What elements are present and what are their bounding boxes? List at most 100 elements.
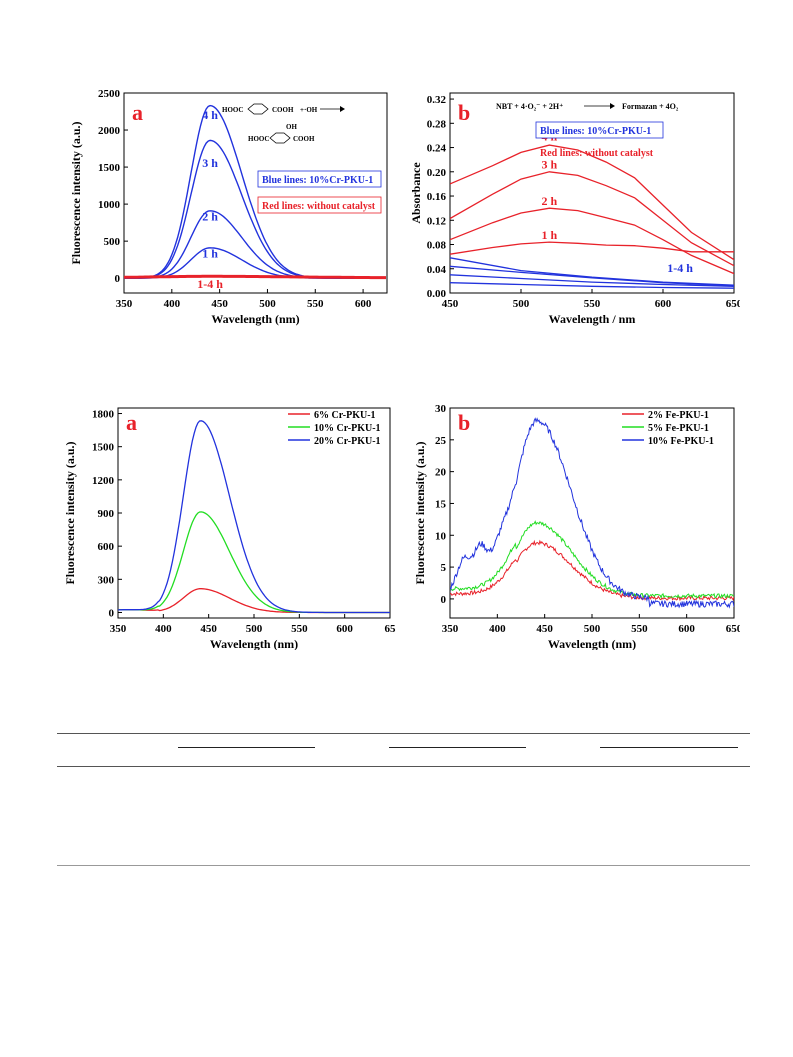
time-label-1h: 1 h: [202, 246, 218, 260]
table-header-rule: [57, 766, 750, 767]
fluorescence-chart-cr: 350 400 450 500 550 600 6503006009001200150018…: [63, 407, 397, 651]
y-tick-label: 0.20: [427, 167, 447, 179]
y-tick-label: 300: [98, 574, 115, 586]
reagent-oh: +·OH: [300, 106, 318, 114]
table-subheader-rule-3: [600, 747, 738, 748]
series-group: [450, 144, 734, 289]
y-tick-label: 0.04: [427, 264, 447, 276]
y-tick-label: 1800: [92, 409, 115, 421]
series-line: [450, 241, 734, 255]
x-tick-label: 650: [726, 623, 740, 635]
y-tick-label: 5: [441, 562, 447, 574]
series-line: [124, 104, 386, 279]
y-tick-label: 0: [109, 607, 115, 619]
x-tick-label: 600: [336, 623, 353, 635]
x-tick-label: 650: [726, 298, 740, 310]
legend-box-blue: [535, 121, 664, 139]
series-line: [450, 417, 734, 609]
series-line: [118, 420, 390, 614]
x-axis-label: Wavelength (nm): [210, 637, 298, 650]
x-tick-label: 500: [246, 623, 263, 635]
time-label-3h: 3 h: [542, 158, 558, 172]
figure-top-right: 450 500 550 600 650 0.00 0.04 0.08 0.12 0.16 0.20 0…: [409, 85, 743, 335]
x-tick-label: 350: [442, 623, 459, 635]
legend-label: 10% Cr-PKU-1: [314, 423, 381, 434]
legend-label: 20% Cr-PKU-1: [314, 436, 381, 447]
y-tick-label: 2500: [98, 88, 121, 100]
y-tick-label: 500: [104, 236, 121, 248]
y-tick-label: 0: [115, 273, 121, 285]
x-tick-label: 550: [631, 623, 648, 635]
y-tick-label: 2000: [98, 125, 121, 137]
reaction-product: Formazan + 4O₂: [622, 102, 679, 111]
series-group: [124, 104, 386, 280]
x-tick-label: 450: [442, 298, 459, 310]
y-tick-label: 1500: [98, 162, 121, 174]
y-tick-label: 1500: [92, 442, 115, 454]
y-tick-label: 10: [435, 530, 447, 542]
y-tick-label: 0: [441, 594, 447, 606]
x-axis-label: Wavelength (nm): [548, 637, 636, 650]
y-tick-label: 0.24: [427, 143, 447, 155]
x-axis-label: Wavelength / nm: [549, 312, 636, 326]
series-line: [450, 282, 734, 289]
table-top-rule: [57, 733, 750, 734]
table-subheader-rule-2: [389, 747, 526, 748]
product-oh: OH: [286, 123, 297, 131]
x-tick-label: 400: [489, 623, 506, 635]
y-tick-label: 25: [435, 435, 447, 447]
y-tick-label: 0.28: [427, 118, 447, 130]
series-line: [450, 265, 734, 287]
y-tick-label: 900: [98, 508, 115, 520]
time-label-3h: 3 h: [202, 156, 218, 170]
reactant-cooh-left: HOOC: [222, 106, 243, 114]
product-hooc: HOOC: [248, 135, 269, 143]
y-tick-label: 0.12: [427, 215, 447, 227]
legend-label: 10% Fe-PKU-1: [648, 436, 714, 447]
y-axis-label: Fluorescence intensity (a.u.): [63, 441, 77, 584]
x-tick-label: 600: [655, 298, 672, 310]
fluorescence-chart-fe: 350 400 450 500 550 600 650 0 5 10 15 20 25 30 Wavelen…: [413, 403, 743, 651]
table-subheader-rule-1: [178, 747, 315, 748]
panel-letter: b: [458, 410, 470, 435]
y-axis-label: Fluorescence intensity (a.u.): [69, 121, 83, 264]
series-group: [118, 420, 390, 614]
series-line: [450, 144, 734, 261]
legend-blue-lines: Blue lines: 10%Cr-PKU-1: [262, 175, 373, 186]
arrow-head-icon: [610, 103, 615, 109]
legend-box-red: [257, 196, 382, 214]
y-tick-label: 0.32: [427, 94, 447, 106]
y-tick-label: 0.08: [427, 240, 447, 252]
time-label-2h: 2 h: [202, 209, 218, 223]
blue-time-label: 1-4 h: [667, 261, 693, 275]
plot-frame: [123, 92, 388, 294]
red-time-label: 1-4 h: [197, 277, 223, 291]
y-tick-label: 30: [435, 403, 447, 415]
series-group: [450, 417, 734, 609]
fluorescence-chart-time: 350 400 450 500 550 600 0 500 1000 1500 2000 2500 Wa…: [69, 88, 388, 326]
x-tick-label: 400: [155, 623, 172, 635]
time-label-4h: 4 h: [202, 108, 218, 122]
x-tick-label: 600: [355, 298, 372, 310]
series-line: [118, 511, 390, 614]
x-tick-label: 350: [110, 623, 127, 635]
y-tick-label: 1000: [98, 199, 121, 211]
table-bottom-rule: [57, 865, 750, 866]
x-tick-label: 65: [385, 623, 397, 635]
y-tick-label: 20: [435, 467, 447, 479]
x-tick-label: 550: [291, 623, 308, 635]
legend-red-lines: Red lines: without catalyst: [540, 148, 654, 159]
y-axis-label: Absorbance: [410, 162, 423, 224]
series-line: [450, 171, 734, 267]
series-line: [124, 247, 386, 279]
x-tick-label: 350: [116, 298, 133, 310]
series-line: [450, 274, 734, 287]
x-tick-label: 550: [307, 298, 324, 310]
legend-label: 2% Fe-PKU-1: [648, 410, 709, 421]
panel-letter: a: [132, 100, 143, 125]
x-tick-label: 500: [513, 298, 530, 310]
benzene-ring-icon: [269, 132, 291, 144]
y-tick-label: 15: [435, 498, 447, 510]
legend-label: 6% Cr-PKU-1: [314, 410, 376, 421]
figure-bottom-right: 350 400 450 500 550 600 650 0 5 10 15 20 25 30 Wavelen…: [410, 400, 743, 651]
